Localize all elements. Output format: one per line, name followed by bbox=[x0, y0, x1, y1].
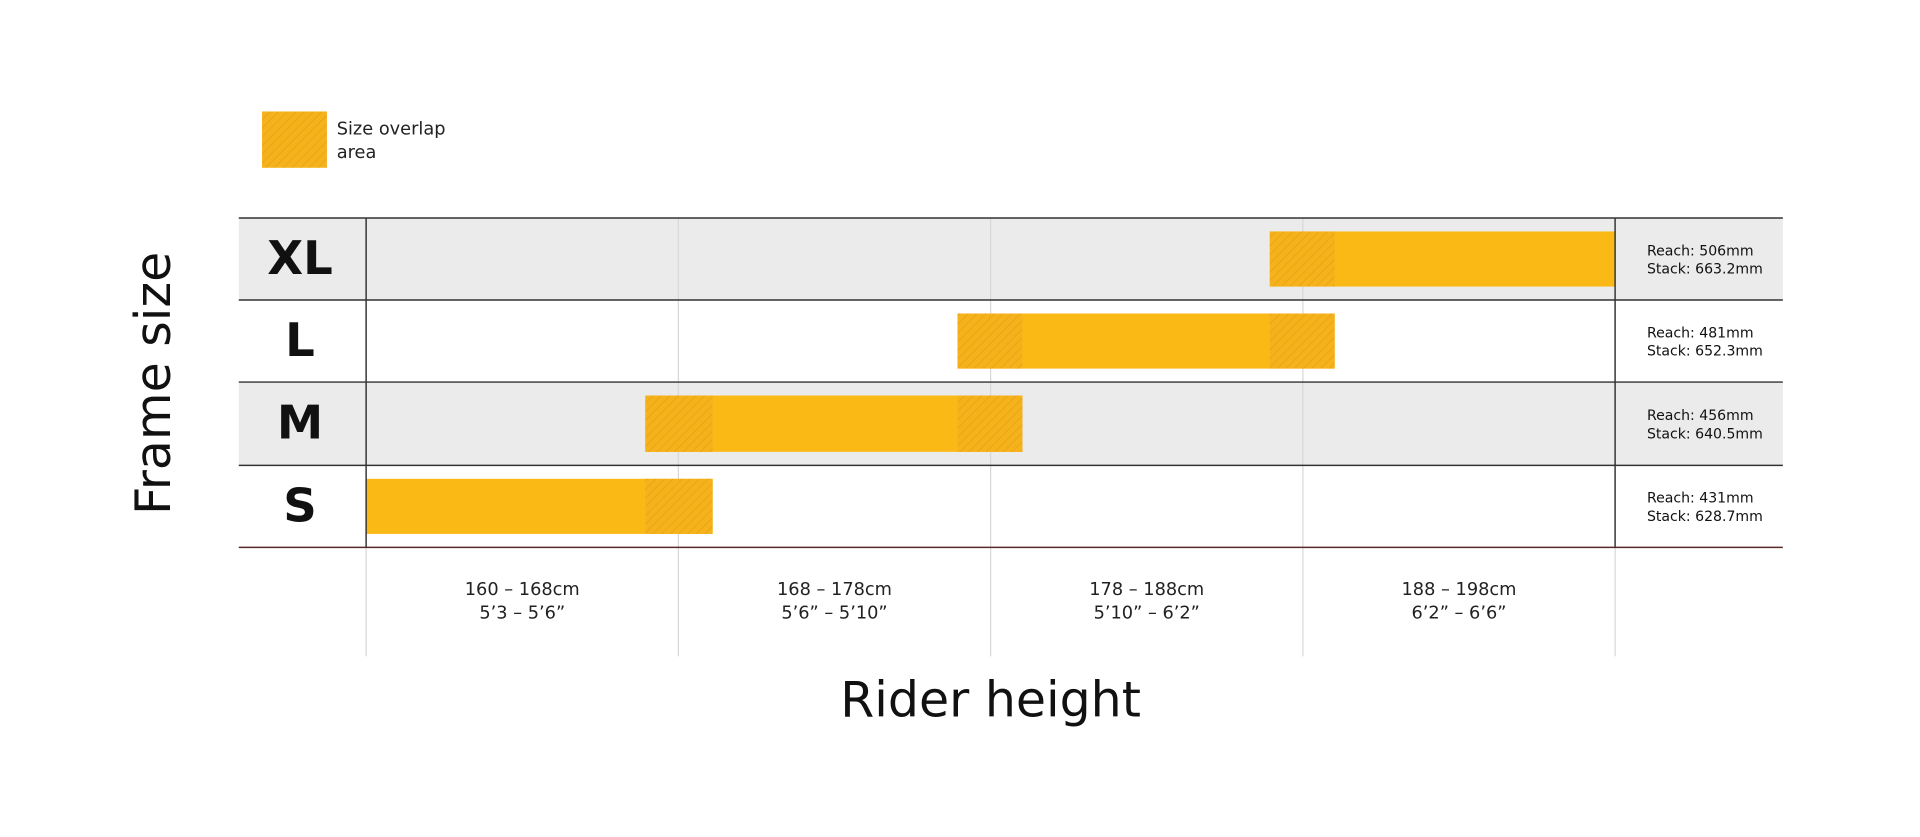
overlap bbox=[957, 313, 1023, 369]
legend-swatch bbox=[262, 111, 327, 168]
table-lines bbox=[238, 217, 1783, 549]
size-label: XL bbox=[267, 231, 333, 285]
overlap bbox=[957, 395, 1023, 452]
rows: XL Reach: 506mm Stack: 663.2mm L Reach: 481m… bbox=[267, 231, 1763, 532]
reach: Reach: 506mm bbox=[1647, 243, 1754, 259]
reach: Reach: 481mm bbox=[1647, 325, 1754, 341]
size-label: M bbox=[277, 396, 323, 450]
reach: Reach: 431mm bbox=[1647, 491, 1754, 507]
overlap bbox=[645, 478, 713, 534]
overlap bbox=[1269, 313, 1335, 369]
stack: Stack: 663.2mm bbox=[1647, 262, 1763, 278]
bars bbox=[366, 231, 1616, 534]
reach: Reach: 456mm bbox=[1647, 408, 1754, 424]
height-cm: 168 – 178cm bbox=[777, 580, 892, 600]
legend-label: Size overlap bbox=[337, 120, 446, 140]
y-axis-title: Frame size bbox=[125, 252, 182, 515]
stack: Stack: 628.7mm bbox=[1647, 509, 1763, 525]
stack: Stack: 652.3mm bbox=[1647, 344, 1763, 360]
size-label: L bbox=[285, 313, 315, 367]
height-ft: 5’3 – 5’6” bbox=[479, 603, 565, 623]
overlap bbox=[645, 395, 713, 452]
height-ft: 6’2” – 6’6” bbox=[1411, 603, 1506, 623]
overlap bbox=[1269, 231, 1335, 287]
x-axis-title: Rider height bbox=[840, 671, 1141, 728]
height-cm: 178 – 188cm bbox=[1089, 580, 1204, 600]
height-cm: 160 – 168cm bbox=[465, 580, 580, 600]
height-ft: 5’6” – 5’10” bbox=[781, 603, 887, 623]
stack: Stack: 640.5mm bbox=[1647, 426, 1763, 442]
height-ft: 5’10” – 6’2” bbox=[1094, 603, 1200, 623]
height-cm: 188 – 198cm bbox=[1401, 580, 1516, 600]
columns: 160 – 168cm 5’3 – 5’6” 168 – 178cm 5’6” – 5… bbox=[465, 580, 1517, 623]
legend-label: area bbox=[337, 143, 377, 163]
size-label: S bbox=[283, 478, 317, 532]
